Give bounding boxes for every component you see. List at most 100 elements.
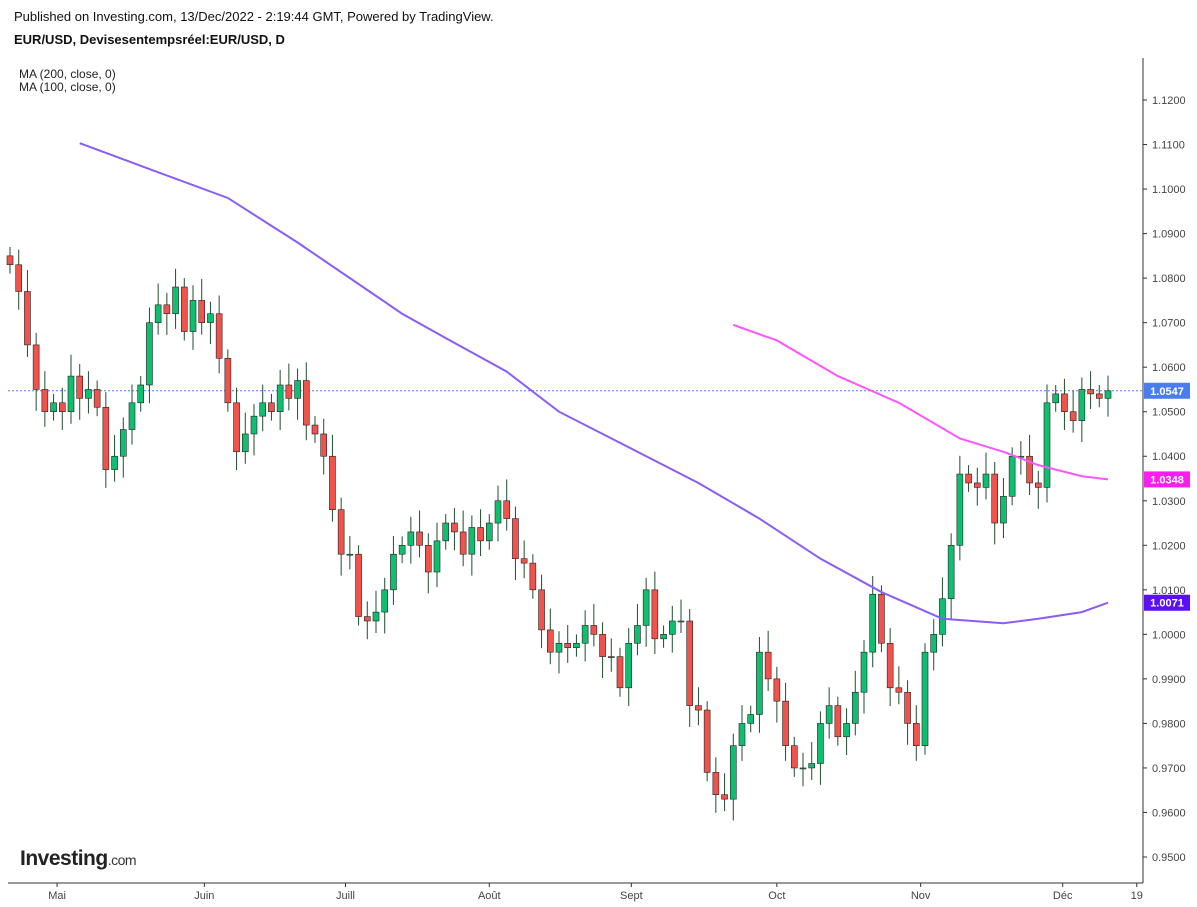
candle-down	[538, 589, 545, 631]
candle-up	[930, 634, 938, 653]
candle-down	[233, 402, 240, 453]
candle-down	[180, 286, 188, 332]
candle-up	[207, 313, 214, 323]
legend-ma100[interactable]: MA (100, close, 0)	[19, 80, 116, 94]
candle-down	[529, 562, 537, 591]
candle-up	[573, 642, 580, 649]
candle-down	[311, 424, 319, 435]
candle-down	[564, 642, 572, 649]
candle-up	[128, 402, 136, 430]
y-tick-label: 1.1100	[1152, 140, 1185, 152]
ma100-value-tag-bg	[1144, 471, 1190, 488]
candle-down	[41, 389, 49, 413]
y-tick-label: 0.9800	[1152, 718, 1186, 730]
y-tick-label: 1.0500	[1152, 407, 1186, 419]
x-tick-label: Juin	[194, 890, 214, 902]
candle-down	[651, 589, 659, 640]
y-tick-label: 1.1200	[1152, 95, 1186, 107]
candle-up	[154, 304, 162, 323]
candle-down	[886, 642, 894, 689]
candle-down	[965, 473, 972, 484]
candle-down	[834, 705, 842, 738]
candle-up	[146, 322, 153, 386]
candle-up	[50, 402, 57, 413]
candle-down	[1087, 389, 1094, 395]
x-tick-label: 19	[1131, 890, 1143, 902]
candle-down	[416, 531, 423, 546]
y-tick-label: 1.0200	[1152, 540, 1186, 552]
candle-down	[895, 687, 903, 693]
ma200-value-tag: 1.0071	[1150, 598, 1184, 610]
candle-up	[729, 745, 737, 800]
ma100-value-tag: 1.0348	[1150, 474, 1184, 486]
y-tick-label: 0.9500	[1152, 852, 1186, 864]
candle-up	[939, 598, 946, 635]
investing-logo: Investing.com	[20, 847, 137, 870]
candle-down	[512, 518, 519, 559]
candle-up	[668, 620, 676, 635]
candle-up	[947, 544, 955, 600]
y-tick-label: 1.0600	[1152, 362, 1186, 374]
candle-up	[381, 589, 389, 613]
candle-up	[825, 705, 833, 724]
ma200-line	[79, 142, 1109, 625]
candle-down	[424, 544, 432, 573]
x-tick-label: Déc	[1053, 890, 1073, 902]
candle-up	[494, 500, 502, 524]
candle-up	[634, 625, 641, 644]
candle-down	[285, 384, 293, 399]
candle-up	[407, 531, 415, 546]
candle-down	[912, 723, 920, 746]
candle-down	[703, 709, 711, 773]
candle-up	[843, 723, 850, 738]
candle-up	[581, 625, 589, 644]
candle-up	[294, 380, 301, 399]
candle-up	[241, 433, 249, 453]
y-tick-label: 1.0400	[1152, 451, 1186, 463]
candle-down	[268, 402, 275, 413]
candle-down	[198, 300, 206, 323]
y-tick-label: 1.0300	[1152, 496, 1186, 508]
candle-down	[712, 772, 720, 795]
candle-up	[67, 375, 75, 413]
last-price-tag-bg	[1144, 382, 1190, 399]
candle-down	[773, 678, 781, 702]
y-tick-label: 0.9700	[1152, 763, 1186, 775]
candle-up	[1008, 455, 1016, 497]
candle-up	[1078, 389, 1086, 421]
y-tick-label: 1.0000	[1152, 629, 1186, 641]
candle-down	[337, 509, 345, 555]
legend-ma200[interactable]: MA (200, close, 0)	[19, 67, 116, 81]
candle-up	[433, 540, 441, 573]
candle-up	[1000, 496, 1007, 524]
candle-down	[320, 433, 328, 457]
candle-down	[878, 593, 885, 644]
candle-up	[1043, 402, 1051, 488]
candle-up	[442, 522, 450, 542]
candle-up	[756, 651, 763, 715]
candle-up	[346, 553, 354, 556]
candle-down	[302, 380, 310, 426]
candle-down	[695, 705, 702, 711]
candle-up	[1052, 393, 1060, 404]
candle-down	[163, 304, 171, 315]
candle-up	[860, 651, 868, 693]
candle-up	[398, 544, 406, 555]
candle-up	[390, 553, 397, 591]
candle-down	[546, 629, 554, 653]
candle-down	[764, 651, 772, 680]
ma200-value-tag-bg	[1144, 594, 1190, 611]
candle-up	[1104, 390, 1112, 399]
y-tick-label: 1.0800	[1152, 273, 1186, 285]
candle-down	[32, 344, 40, 390]
candle-up	[808, 763, 816, 769]
candle-down	[520, 558, 528, 564]
candle-down	[1061, 393, 1068, 413]
candle-down	[355, 553, 362, 617]
candle-down	[782, 700, 789, 746]
y-tick-label: 1.1000	[1152, 184, 1186, 196]
ma100-line	[732, 323, 1109, 481]
candle-up	[738, 723, 746, 746]
candle-down	[477, 527, 484, 542]
